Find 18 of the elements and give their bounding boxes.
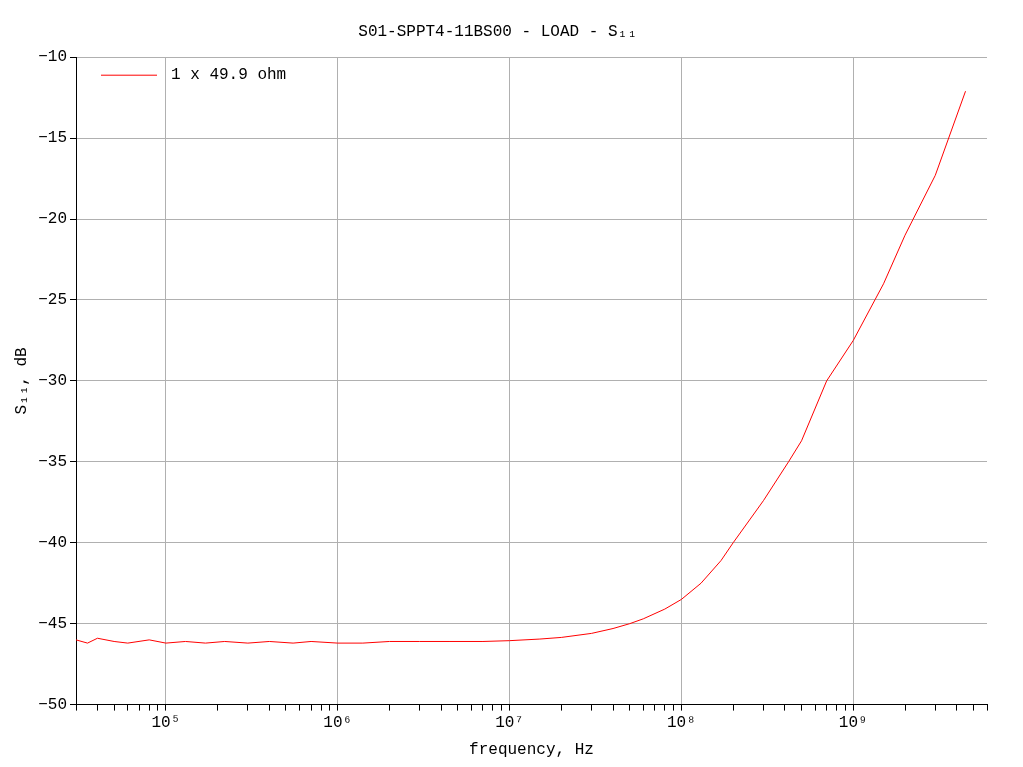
x-tick-label: 10⁸	[667, 714, 696, 733]
x-tick-label: 10⁷	[495, 714, 524, 733]
chart-title: S01-SPPT4-11BS00 - LOAD - S₁₁	[358, 22, 637, 41]
legend-label: 1 x 49.9 ohm	[171, 66, 287, 85]
y-tick-label: −25	[38, 291, 67, 310]
x-tick-label: 10⁶	[323, 714, 353, 733]
x-tick-label: 10⁹	[838, 714, 868, 733]
y-tick-label: −45	[38, 614, 67, 633]
y-tick-label: −40	[38, 533, 67, 552]
y-tick-label: −50	[38, 695, 67, 714]
y-axis-title: S₁₁, dB	[12, 347, 31, 415]
y-tick-label: −15	[38, 129, 67, 148]
y-tick-label: −10	[38, 48, 67, 67]
x-axis-title: frequency, Hz	[469, 740, 594, 759]
x-tick-label: 10⁵	[151, 714, 181, 733]
y-tick-label: −20	[38, 210, 67, 229]
y-tick-label: −30	[38, 372, 67, 391]
y-tick-label: −35	[38, 453, 67, 472]
